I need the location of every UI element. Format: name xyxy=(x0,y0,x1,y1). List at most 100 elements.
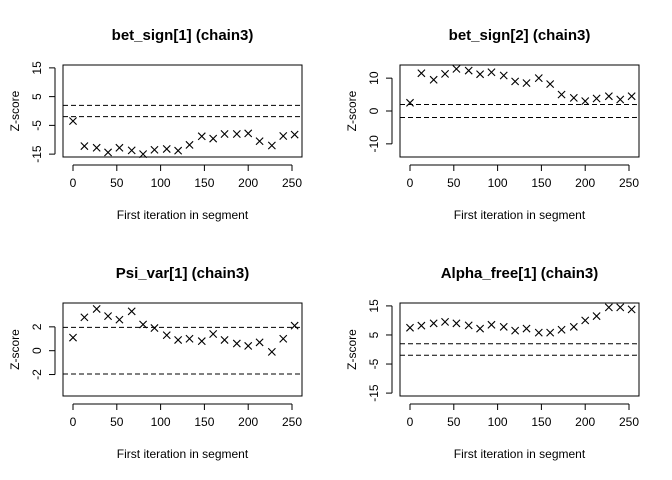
panel-4-x-tick-label: 0 xyxy=(407,415,414,429)
panel-4-point xyxy=(441,317,450,326)
panel-3-point xyxy=(162,331,171,340)
panel-1-x-tick-label: 0 xyxy=(70,176,77,190)
panel-2-point xyxy=(511,77,520,86)
panel-2-x-tick-label: 150 xyxy=(531,176,551,190)
panel-2-x-tick-label: 0 xyxy=(407,176,414,190)
panel-4-point xyxy=(417,321,426,330)
panel-2-point xyxy=(476,70,485,79)
panel-1-plot-frame xyxy=(62,64,303,158)
panel-4-point xyxy=(452,319,461,328)
panel-3-point xyxy=(150,324,159,333)
panel-3-point xyxy=(92,304,101,313)
panel-4-point xyxy=(406,323,414,332)
panel-2-y-tick-label: -10 xyxy=(367,135,381,153)
panel-3-x-tick-label: 50 xyxy=(110,415,124,429)
panel-3-point xyxy=(244,341,253,350)
panel-1-point xyxy=(290,130,299,139)
panel-1-point xyxy=(209,134,218,143)
panel-2-x-tick-label: 200 xyxy=(575,176,595,190)
panel-3-point xyxy=(255,338,264,347)
panel-3-point xyxy=(267,347,276,356)
panel-4-point xyxy=(429,319,438,328)
panel-3-point xyxy=(209,330,218,338)
panel-4-point xyxy=(569,322,578,331)
panel-4-y-tick-label: 15 xyxy=(367,299,381,313)
panel-3-point xyxy=(290,321,299,330)
panel-1-point xyxy=(139,150,148,159)
panel-1-point xyxy=(115,143,124,152)
panel-4-point xyxy=(581,316,590,325)
panel-2-point xyxy=(406,98,414,107)
panel-2-point xyxy=(452,64,461,73)
panel-4-point xyxy=(522,324,531,333)
panel-1-title: bet_sign[1] (chain3) xyxy=(112,27,254,44)
panel-1-y-tick-label: 5 xyxy=(30,93,44,100)
panel-3-x-tick-label: 150 xyxy=(194,415,214,429)
panel-3-point xyxy=(104,312,113,321)
panel-4-x-tick-label: 100 xyxy=(488,415,508,429)
panel-1-point xyxy=(185,140,194,149)
panel-4-point xyxy=(546,328,555,337)
panel-1-point xyxy=(127,146,136,155)
panel-4-x-tick-label: 150 xyxy=(531,415,551,429)
panel-3-point xyxy=(174,335,183,344)
panel-1-point xyxy=(162,144,171,153)
panel-4-point xyxy=(604,303,613,312)
panel-4-y-tick-label: 5 xyxy=(367,331,381,338)
panel-3-point xyxy=(232,339,241,348)
panel-1-point xyxy=(150,145,159,154)
panel-1-point xyxy=(69,117,77,126)
panel-2-plot-frame xyxy=(399,64,640,158)
panel-1-point xyxy=(220,130,229,138)
panel-2-point xyxy=(464,66,473,75)
panel-3-point xyxy=(69,333,77,342)
panel-4-x-tick-label: 50 xyxy=(447,415,461,429)
panel-1-point xyxy=(104,148,113,157)
panel-1-point xyxy=(92,143,101,152)
panel-1-y-tick-label: 15 xyxy=(30,61,44,75)
panel-4: Alpha_free[1] (chain3) 0 50 100 150 200 250 -15… xyxy=(345,265,640,461)
panel-2-x-tick-label: 250 xyxy=(619,176,639,190)
panel-4-point xyxy=(487,320,496,329)
panel-2-point xyxy=(627,92,636,101)
panel-1-point xyxy=(80,142,89,151)
panel-4-point xyxy=(534,328,543,337)
panel-2-point xyxy=(581,97,590,106)
panel-2-point xyxy=(429,75,438,84)
panel-3-point xyxy=(80,313,89,322)
panel-1: bet_sign[1] (chain3) 0 50 100 150 200 250 -15 -5… xyxy=(8,27,303,222)
panel-3-y-label: Z-score xyxy=(8,329,22,370)
panel-1-point xyxy=(244,129,253,138)
panel-4-y-tick-label: -5 xyxy=(367,358,381,369)
panel-3-y-tick-label: 2 xyxy=(30,323,44,330)
panel-2-point xyxy=(534,74,543,83)
panel-4-point xyxy=(464,321,473,330)
panel-3-x-tick-label: 100 xyxy=(151,415,171,429)
panel-3-point xyxy=(185,334,194,343)
panel-3-point xyxy=(279,334,288,343)
panel-2-point xyxy=(417,69,426,78)
panel-1-y-tick-label: -15 xyxy=(30,145,44,163)
panel-1-x-label: First iteration in segment xyxy=(117,208,249,222)
panel-4-point xyxy=(499,322,508,331)
panel-2-x-label: First iteration in segment xyxy=(454,208,586,222)
panel-4-point xyxy=(511,326,520,335)
panel-3-title: Psi_var[1] (chain3) xyxy=(116,265,249,282)
panel-4-point xyxy=(476,324,485,333)
panel-2-point xyxy=(604,92,613,101)
panel-2-y-tick-label: 10 xyxy=(367,71,381,85)
panel-3-x-tick-label: 0 xyxy=(70,415,77,429)
panel-1-x-tick-label: 100 xyxy=(151,176,171,190)
panel-4-point xyxy=(592,312,601,321)
panel-3-point xyxy=(139,320,148,329)
panel-1-y-tick-label: -5 xyxy=(30,120,44,131)
panel-3-point xyxy=(115,315,124,324)
panel-2-x-tick-label: 50 xyxy=(447,176,461,190)
panel-4-y-label: Z-score xyxy=(345,329,359,370)
panel-2-point xyxy=(569,93,578,102)
panel-2-point xyxy=(441,69,450,78)
panel-3-point xyxy=(127,307,136,316)
panel-3-plot-frame xyxy=(62,302,303,397)
panel-4-plot-frame xyxy=(399,302,640,397)
panel-1-x-tick-label: 200 xyxy=(238,176,258,190)
